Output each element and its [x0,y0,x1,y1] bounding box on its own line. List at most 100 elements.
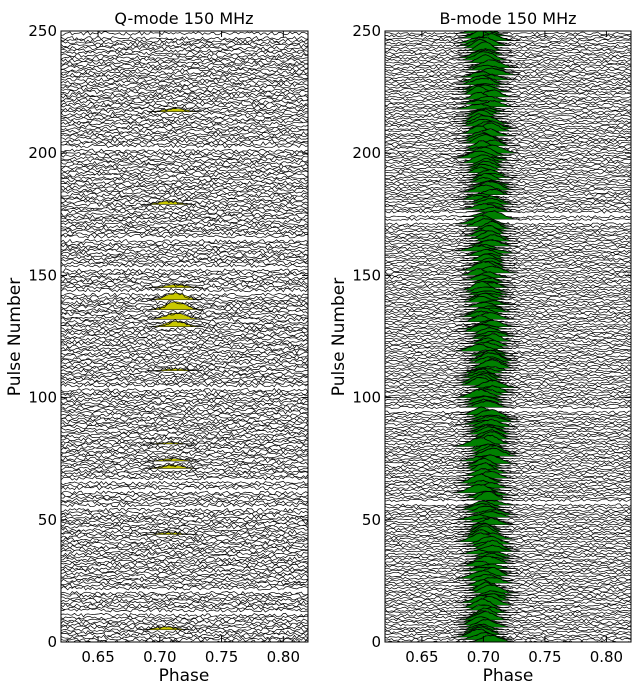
b-mode-pulse-trace [385,230,631,241]
q-mode-pulse-trace [61,456,308,464]
q-mode-plot-area [61,31,308,642]
b-mode-pulse-trace [385,319,631,326]
b-mode-pulse-mask [385,437,631,445]
b-mode-pulse-trace [385,618,631,630]
q-mode-pulse-trace [61,363,308,369]
b-mode-pulse-trace [385,458,631,468]
q-mode-pulse-trace [61,77,308,83]
b-mode-pulse-trace [385,454,631,466]
q-mode-pulse-trace [61,221,308,227]
q-mode-pulse-trace [61,595,308,601]
q-mode-pulse-trace [61,495,308,501]
q-mode-pulse-mask [61,427,308,433]
b-mode-pulse-mask [385,368,631,379]
b-mode-pulse-mask [385,368,631,377]
b-mode-pulse-trace [385,607,631,617]
q-mode-pulse-trace [61,106,308,114]
q-mode-pulse-trace [61,72,308,78]
q-mode-pulse-trace [61,263,308,268]
b-mode-emission-fill [459,400,515,408]
q-mode-pulse-mask [61,232,308,237]
b-mode-pulse-mask [385,287,631,296]
q-mode-pulse-trace [61,143,308,149]
q-mode-pulse-trace [61,89,308,95]
b-mode-pulse-trace [385,437,631,449]
b-mode-pulse-trace [385,51,631,63]
b-mode-pulse-trace [385,38,631,50]
b-mode-pulse-trace [385,31,631,36]
q-mode-pulse-trace [61,309,308,315]
b-mode-pulse-mask [385,471,631,482]
q-mode-pulse-trace [61,121,308,127]
b-mode-pulse-trace [385,577,631,586]
q-mode-pulse-mask [61,554,308,560]
q-mode-pulse-mask [61,447,308,452]
b-mode-xlabel: Phase [483,666,534,684]
q-mode-pulse-trace [61,475,308,481]
b-mode-emission-fill [458,54,513,64]
b-mode-pulse-trace [385,541,631,549]
b-mode-pulse-trace [385,252,631,261]
b-mode-pulse-trace [385,122,631,133]
b-mode-pulse-trace [385,245,631,253]
q-mode-pulse-trace [61,436,308,442]
q-mode-pulse-trace [61,119,308,124]
b-mode-pulse-mask [385,307,631,318]
b-mode-pulse-mask [385,366,631,374]
b-mode-pulse-trace [385,563,631,571]
b-mode-pulse-trace [385,227,631,234]
q-mode-pulse-trace [61,573,308,579]
q-mode-pulse-trace [61,500,308,506]
q-mode-pulse-trace [61,534,308,540]
b-mode-pulse-trace [385,522,631,529]
q-mode-pulse-mask [61,56,308,61]
b-mode-pulse-trace [385,610,631,622]
q-mode-pulse-trace [61,615,308,620]
q-mode-pulse-trace [61,224,308,229]
b-mode-ytick-label: 100 [352,389,381,407]
b-mode-pulse-mask [385,296,631,306]
q-mode-pulse-trace [61,585,308,591]
q-mode-pulse-trace [61,85,308,90]
b-mode-pulse-mask [385,96,631,105]
b-mode-pulse-trace [385,491,631,502]
b-mode-pulse-trace [385,426,631,437]
b-mode-pulse-trace [385,229,631,239]
b-mode-pulse-trace [385,350,631,358]
b-mode-pulse-trace [385,140,631,151]
q-mode-pulse-trace [61,625,308,633]
q-mode-pulse-trace [61,258,308,264]
b-mode-pulse-trace [385,50,631,60]
b-mode-pulse-trace [385,188,631,197]
b-mode-pulse-trace [385,169,631,177]
q-mode-pulse-trace [61,214,308,220]
b-mode-pulse-trace [385,206,631,214]
b-mode-pulse-mask [385,68,631,76]
q-mode-pulse-trace [61,216,308,222]
b-mode-emission-fill [459,286,514,293]
q-mode-pulse-mask [61,293,308,298]
b-mode-pulse-trace [385,407,631,414]
b-mode-pulse-mask [385,173,631,183]
b-mode-pulse-trace [385,610,631,620]
b-mode-pulse-trace [385,556,631,564]
b-mode-pulse-mask [385,324,631,333]
b-mode-pulse-trace [385,414,631,422]
b-mode-pulse-trace [385,260,631,270]
q-mode-pulse-trace [61,605,308,611]
q-mode-pulse-trace [61,99,308,105]
b-mode-pulse-trace [385,327,631,336]
b-mode-pulse-trace [385,248,631,256]
q-mode-pulse-trace [61,412,308,417]
q-mode-pulse-trace [61,256,308,261]
b-mode-pulse-trace [385,89,631,99]
q-mode-pulse-trace [61,172,308,178]
q-mode-pulse-trace [61,515,308,520]
q-mode-pulse-trace [61,238,308,244]
q-mode-xlabel: Phase [159,666,210,684]
q-mode-pulse-trace [61,65,308,70]
q-mode-ytick-label: 150 [28,266,57,284]
q-mode-pulse-trace [61,126,308,132]
b-mode-pulse-trace [385,194,631,202]
b-mode-pulse-trace [385,120,631,131]
